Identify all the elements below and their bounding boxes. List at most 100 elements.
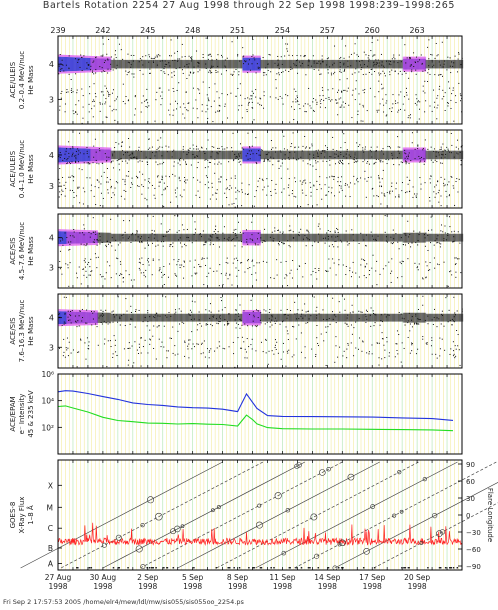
density-cell — [411, 58, 413, 70]
density-cell — [397, 233, 400, 242]
data-point — [120, 195, 122, 197]
density-cell — [180, 233, 182, 242]
data-point — [119, 242, 121, 244]
density-cell — [419, 149, 422, 161]
data-point — [338, 161, 340, 163]
density-cell — [198, 150, 200, 160]
data-point — [124, 179, 126, 181]
data-point — [99, 66, 101, 68]
data-point — [352, 271, 354, 273]
density-cell — [328, 313, 331, 322]
data-point — [192, 72, 194, 74]
density-cell — [250, 311, 253, 324]
data-point — [61, 59, 63, 61]
density-cell — [335, 313, 338, 322]
density-edge — [257, 229, 260, 232]
data-point — [183, 243, 185, 245]
data-point — [298, 103, 300, 105]
density-cell — [90, 232, 93, 244]
data-point — [277, 55, 279, 57]
density-cell — [364, 150, 367, 160]
density-cell — [394, 150, 397, 160]
data-point — [250, 95, 252, 97]
data-point — [113, 108, 115, 110]
density-cell — [159, 150, 162, 160]
density-edge — [90, 161, 93, 164]
density-cell — [78, 311, 81, 324]
data-point — [205, 242, 207, 244]
density-cell — [255, 148, 258, 162]
data-point — [235, 327, 237, 329]
data-point — [160, 70, 162, 72]
density-cell — [62, 56, 65, 72]
data-point — [255, 190, 257, 192]
data-point — [310, 195, 312, 197]
data-point — [290, 269, 292, 271]
data-point — [375, 239, 377, 241]
data-point — [388, 63, 390, 65]
data-point — [255, 272, 257, 274]
density-cell — [305, 313, 308, 322]
data-point — [166, 63, 168, 65]
data-point — [177, 260, 179, 262]
data-point — [312, 270, 314, 272]
data-point — [257, 180, 259, 182]
data-point — [342, 101, 344, 103]
density-cell — [226, 59, 229, 69]
density-cell — [424, 312, 427, 323]
density-cell — [239, 150, 242, 160]
density-edge — [78, 323, 81, 326]
density-cell — [277, 150, 279, 160]
density-edge — [417, 69, 419, 72]
data-point — [85, 270, 87, 272]
density-cell — [381, 150, 383, 160]
density-edge — [73, 229, 76, 232]
data-point — [218, 147, 220, 149]
data-point — [122, 58, 124, 60]
density-cell — [450, 233, 453, 242]
data-point — [386, 114, 388, 116]
density-edge — [68, 309, 71, 312]
data-point — [100, 55, 102, 57]
data-point — [237, 189, 239, 191]
density-cell — [414, 149, 417, 161]
data-point — [336, 91, 338, 93]
data-point — [163, 284, 165, 286]
data-point — [123, 348, 125, 350]
density-cell — [159, 313, 162, 322]
density-cell — [175, 59, 178, 69]
data-point — [306, 237, 308, 239]
density-cell — [238, 150, 241, 160]
data-point — [137, 236, 139, 238]
data-point — [95, 96, 97, 98]
data-point — [281, 97, 283, 99]
density-cell — [208, 150, 211, 160]
data-point — [155, 161, 157, 163]
density-edge — [95, 242, 97, 245]
data-point — [78, 100, 80, 102]
density-cell — [318, 59, 321, 69]
density-cell — [66, 311, 69, 324]
data-point — [145, 99, 147, 101]
data-point — [142, 173, 144, 175]
density-cell — [89, 232, 91, 244]
data-point — [83, 162, 85, 164]
data-point — [245, 60, 247, 62]
data-point — [362, 259, 364, 261]
data-point — [422, 149, 424, 151]
density-cell — [120, 59, 123, 69]
data-point — [95, 57, 97, 59]
density-edge — [247, 161, 249, 164]
data-point — [75, 111, 77, 113]
data-point — [417, 144, 419, 146]
data-point — [278, 167, 280, 169]
density-cell — [233, 59, 236, 69]
data-point — [409, 58, 411, 60]
density-edge — [104, 147, 107, 150]
data-point — [280, 151, 282, 153]
data-point — [277, 229, 279, 231]
data-point — [97, 240, 99, 242]
data-point — [77, 161, 79, 163]
density-cell — [237, 233, 240, 242]
density-cell — [391, 233, 394, 242]
